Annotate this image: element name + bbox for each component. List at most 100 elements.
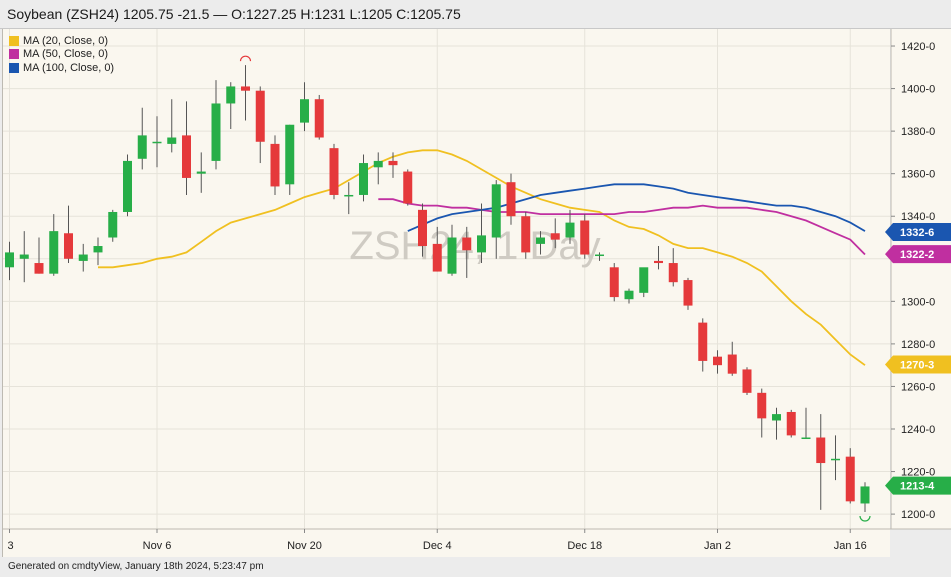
pivot-low-marker xyxy=(859,515,871,522)
candle-down xyxy=(727,341,737,376)
candle-up xyxy=(123,154,132,217)
x-tick-label: Dec 4 xyxy=(423,540,452,552)
x-tick-label: Nov 6 xyxy=(143,540,172,552)
y-tick-label: 1420-0 xyxy=(901,41,935,53)
candle-body xyxy=(285,124,295,185)
candle-up xyxy=(801,407,811,440)
candle-up xyxy=(108,209,118,242)
last-value-badge: 1332-6 xyxy=(885,222,951,241)
legend-item-ma20[interactable]: MA (20, Close, 0) xyxy=(9,34,114,48)
candle-up xyxy=(5,241,14,281)
candle-body xyxy=(19,254,29,259)
candle-down xyxy=(698,318,708,372)
candle-up xyxy=(344,182,354,215)
candle-down xyxy=(388,152,398,178)
legend-label: MA (100, Close, 0) xyxy=(23,61,115,74)
x-tick-label: 3 xyxy=(8,540,14,552)
candle-down xyxy=(609,263,619,302)
candle-up xyxy=(639,267,649,298)
last-value-badge: 1270-3 xyxy=(885,355,951,374)
footer: Generated on cmdtyView, January 18th 202… xyxy=(0,558,951,577)
time-axis xyxy=(3,529,890,557)
candle-down xyxy=(182,101,191,195)
candle-up xyxy=(624,288,634,304)
candle-down xyxy=(786,409,796,438)
badge-shape xyxy=(885,355,951,374)
ma20-swatch xyxy=(9,35,19,46)
candle-body xyxy=(373,160,383,168)
candle-down xyxy=(654,246,663,270)
legend-item-ma100[interactable]: MA (100, Close, 0) xyxy=(9,61,114,75)
candle-body xyxy=(668,263,678,283)
candle-up xyxy=(167,99,177,153)
legend-label: MA (20, Close, 0) xyxy=(23,34,108,47)
candle-down xyxy=(403,169,413,206)
candle-body xyxy=(359,163,368,195)
badge-shape xyxy=(885,476,951,495)
candle-body xyxy=(447,237,457,274)
watermark: ZSH24, 1 Day xyxy=(349,224,600,268)
x-tick-label: Jan 2 xyxy=(704,540,731,552)
candle-body xyxy=(93,246,103,253)
candle-down xyxy=(742,367,752,395)
ma20-line xyxy=(98,149,866,366)
candle-body xyxy=(713,356,722,366)
candle-down xyxy=(668,248,678,287)
candle-down xyxy=(550,218,560,249)
candle-down xyxy=(418,203,427,257)
candle-body xyxy=(742,369,752,393)
candle-body xyxy=(565,222,575,238)
candle-up xyxy=(285,124,295,195)
x-tick-label: Dec 18 xyxy=(567,540,602,552)
candle-body xyxy=(831,458,840,461)
candle-up xyxy=(211,80,221,170)
candle-up xyxy=(831,435,840,481)
last-value-badge: 1213-4 xyxy=(885,476,951,495)
candle-body xyxy=(123,160,132,212)
badge-shape xyxy=(885,222,951,241)
indicator-legend: MA (20, Close, 0) MA (50, Close, 0) MA (… xyxy=(9,34,114,75)
y-tick-label: 1260-0 xyxy=(901,381,935,393)
candle-body xyxy=(536,237,545,244)
candle-down xyxy=(713,350,722,374)
x-tick-label: Jan 16 xyxy=(834,540,867,552)
y-tick-label: 1300-0 xyxy=(901,296,935,308)
candle-down xyxy=(270,135,280,195)
y-tick-label: 1280-0 xyxy=(901,339,935,351)
y-tick-label: 1360-0 xyxy=(901,169,935,181)
candle-up xyxy=(772,407,781,440)
candle-body xyxy=(609,267,619,298)
candle-up xyxy=(447,224,457,276)
x-tick-label: Nov 20 xyxy=(287,540,322,552)
candle-down xyxy=(521,211,531,259)
candle-body xyxy=(727,354,737,374)
candlestick-chart[interactable]: ZSH24, 1 Day 1200-0 1220-0 1240-0 1260-0 1280… xyxy=(0,29,951,558)
candle-body xyxy=(329,148,339,195)
generated-note: Generated on cmdtyView, January 18th 202… xyxy=(8,561,264,572)
candle-body xyxy=(388,160,398,166)
candle-body xyxy=(772,414,781,421)
last-value-badge: 1322-2 xyxy=(885,245,951,264)
candle-body xyxy=(255,90,265,142)
candle-body xyxy=(845,456,855,502)
candle-body xyxy=(108,211,118,238)
ma100-line xyxy=(407,183,866,232)
candle-body xyxy=(624,290,634,300)
candle-body xyxy=(182,135,191,178)
candle-body xyxy=(432,243,442,272)
candle-down xyxy=(34,237,44,274)
candle-up xyxy=(93,237,103,266)
candle-up xyxy=(300,82,309,132)
candle-down xyxy=(816,414,826,510)
candle-body xyxy=(418,209,427,247)
candle-body xyxy=(152,141,162,144)
candle-up xyxy=(226,82,236,129)
candle-body xyxy=(344,194,354,197)
candle-up xyxy=(536,231,545,255)
candle-up xyxy=(137,107,147,170)
candle-body xyxy=(639,267,649,293)
ma100-swatch xyxy=(9,62,19,73)
chart-header: Soybean (ZSH24) 1205.75 -21.5 — O:1227.2… xyxy=(0,0,951,29)
legend-item-ma50[interactable]: MA (50, Close, 0) xyxy=(9,48,114,62)
candle-body xyxy=(816,437,826,464)
